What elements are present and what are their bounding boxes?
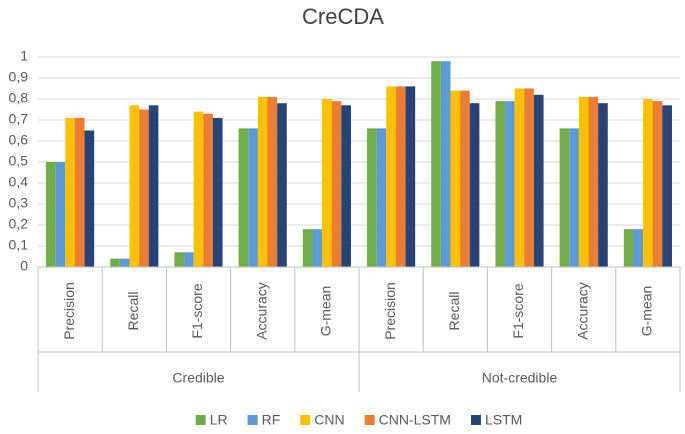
x-tick-label: Recall [125, 292, 141, 331]
bar [569, 128, 579, 267]
legend-swatch [195, 415, 206, 425]
bar [248, 128, 258, 267]
legend-swatch [247, 415, 258, 425]
bar [277, 103, 287, 267]
bar [376, 128, 387, 267]
bar [84, 130, 95, 267]
bar [533, 94, 544, 267]
bar [598, 103, 608, 267]
bar [148, 105, 159, 267]
bar [212, 117, 223, 268]
x-tick-label: G-mean [318, 286, 334, 337]
x-tick-label: F1-score [189, 283, 205, 338]
x-tick-label: Recall [446, 292, 462, 331]
legend-swatch [300, 415, 311, 425]
bar [193, 111, 204, 267]
group-label: Not-credible [482, 370, 558, 386]
bar [405, 86, 416, 268]
legend-label: CNN [314, 412, 344, 428]
legend-label: CNN-LSTM [379, 412, 451, 428]
bar [65, 117, 75, 268]
bar [139, 109, 149, 267]
bar [643, 99, 653, 267]
bar [559, 128, 570, 267]
y-tick-label: 0,7 [9, 111, 29, 127]
bar [450, 90, 461, 267]
bar [257, 96, 268, 268]
bar [129, 105, 140, 267]
bar [174, 252, 185, 267]
bar [505, 101, 515, 267]
bar [524, 88, 534, 267]
y-tick-label: 0,2 [9, 216, 29, 232]
legend-label: LSTM [485, 412, 522, 428]
bar [46, 162, 56, 267]
legend-swatch [364, 415, 375, 425]
bar [514, 88, 525, 267]
y-tick-label: 0,4 [9, 174, 29, 190]
bar [440, 61, 451, 268]
legend-label: RF [262, 412, 281, 428]
legend-swatch [470, 415, 481, 425]
bar [662, 105, 672, 267]
x-tick-label: Accuracy [574, 282, 590, 340]
y-tick-label: 0,8 [9, 90, 29, 106]
legend-label: LR [210, 412, 228, 428]
y-tick-label: 0,6 [9, 132, 29, 148]
x-tick-label: G-mean [639, 286, 655, 337]
bar [55, 162, 66, 267]
bar [119, 258, 130, 267]
x-tick-label: Precision [382, 282, 398, 340]
bar [322, 99, 332, 267]
bar [312, 229, 323, 267]
bar [184, 252, 194, 267]
bar [395, 86, 406, 268]
x-tick-label: Accuracy [253, 282, 269, 340]
bar [578, 96, 589, 268]
bar [588, 96, 599, 268]
bar [460, 90, 470, 267]
bar [267, 96, 278, 268]
bar [652, 101, 663, 267]
bar [633, 229, 644, 267]
y-tick-label: 0,3 [9, 195, 29, 211]
bar [302, 229, 313, 267]
bar [367, 128, 377, 267]
bar [341, 105, 351, 267]
bar [431, 61, 441, 268]
y-tick-label: 0 [20, 258, 28, 274]
chart-title: CreCDA [302, 4, 384, 29]
y-tick-label: 1 [20, 48, 28, 64]
bar [238, 128, 249, 267]
y-tick-label: 0,9 [9, 69, 29, 85]
bar [110, 258, 120, 267]
bar [331, 101, 342, 267]
y-tick-label: 0,1 [9, 237, 29, 253]
bar [623, 229, 634, 267]
y-tick-label: 0,5 [9, 153, 29, 169]
bar [495, 101, 506, 267]
bar [469, 103, 480, 267]
bar [386, 86, 396, 268]
bar [203, 113, 213, 267]
x-tick-label: F1-score [510, 283, 526, 338]
group-label: Credible [172, 370, 224, 386]
bar [74, 117, 85, 268]
x-tick-label: Precision [61, 282, 77, 340]
